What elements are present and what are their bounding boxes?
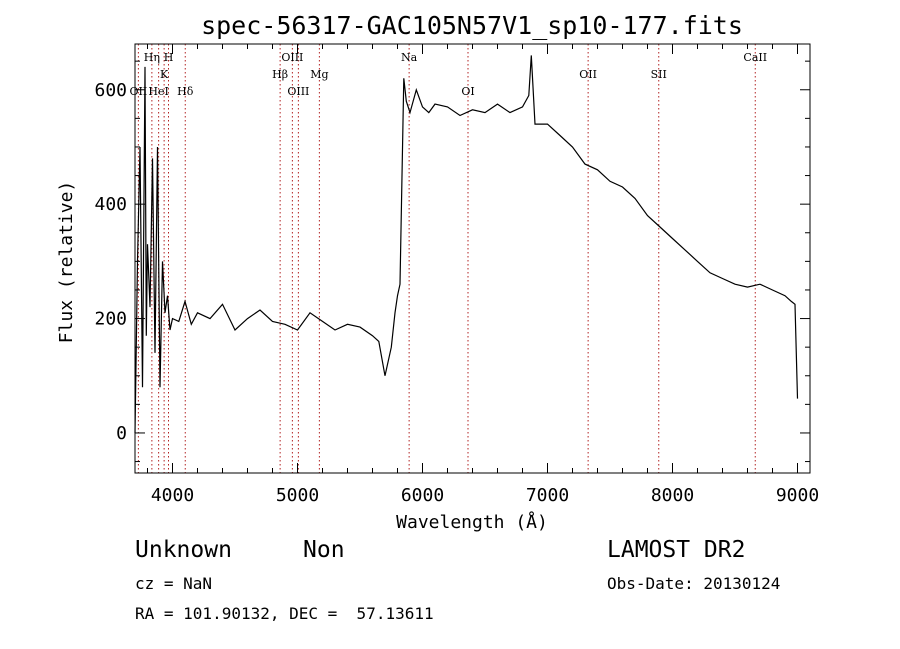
emission-line-label: Hδ (177, 85, 194, 98)
x-tick-label: 4000 (151, 485, 194, 506)
class-label: Unknown (135, 537, 232, 563)
plot-frame (134, 43, 811, 474)
y-tick-label: 200 (94, 309, 127, 330)
emission-line-label: SII (651, 68, 667, 81)
spectrum-line (134, 55, 799, 434)
emission-line-label: OII (130, 85, 148, 98)
y-tick-label: 600 (94, 80, 127, 101)
y-tick-label: 0 (116, 423, 127, 444)
emission-line-label: H (164, 51, 174, 64)
y-axis-title: Flux (relative) (56, 181, 77, 344)
x-axis-title: Wavelength (Å) (396, 511, 548, 533)
emission-line-label: OII (579, 68, 597, 81)
cz-label: cz = NaN (135, 574, 213, 593)
emission-line-markers (137, 44, 756, 473)
emission-line-label: HeI (148, 85, 168, 98)
y-tick-label: 400 (94, 194, 127, 215)
emission-line-label: K (160, 68, 169, 81)
emission-line-label: Hβ (272, 68, 288, 81)
x-tick-label: 5000 (276, 485, 319, 506)
plot-axes: 4000 5000 6000 7000 8000 9000 0 200 400 600 (94, 43, 819, 506)
emission-line-label: Hη (144, 51, 160, 64)
survey-label: LAMOST DR2 (607, 537, 746, 563)
coords-label: RA = 101.90132, DEC = 57.13611 (135, 604, 434, 623)
emission-line-label: OIII (281, 51, 303, 64)
emission-line-label: OI (461, 85, 474, 98)
x-tick-label: 8000 (651, 485, 694, 506)
chart-title: spec-56317-GAC105N57V1_sp10-177.fits (201, 11, 743, 40)
x-tick-label: 6000 (401, 485, 444, 506)
emission-line-label: OIII (287, 85, 309, 98)
x-tick-label: 9000 (776, 485, 819, 506)
emission-line-label: CaII (743, 51, 767, 64)
emission-line-label: Mg (310, 68, 328, 81)
subclass-label: Non (303, 537, 345, 563)
obs-date-label: Obs-Date: 20130124 (607, 574, 781, 593)
emission-line-label: Na (401, 51, 418, 64)
x-tick-label: 7000 (526, 485, 569, 506)
